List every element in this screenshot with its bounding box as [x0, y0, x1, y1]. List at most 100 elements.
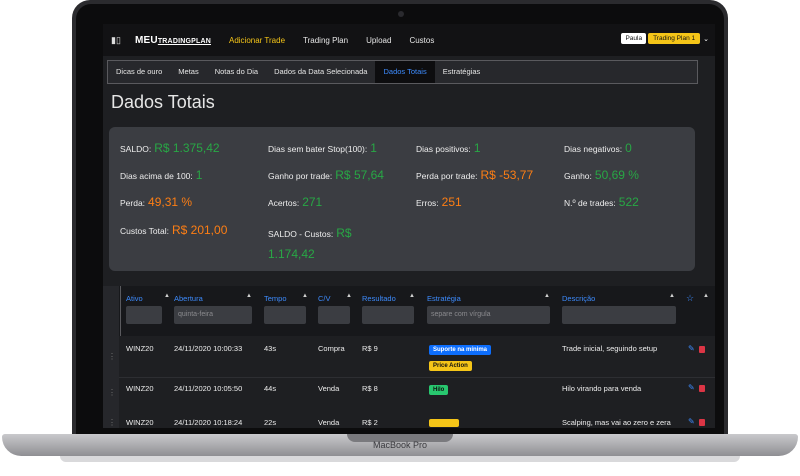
- col-tempo[interactable]: Tempo: [264, 294, 287, 303]
- nav-trading-plan[interactable]: Trading Plan: [303, 35, 349, 45]
- stat-erros: Erros: 251: [416, 195, 462, 209]
- nav-custos[interactable]: Custos: [409, 35, 435, 45]
- tab-dados-totais[interactable]: Dados Totais: [375, 61, 435, 83]
- cell-abertura: 24/11/2020 10:05:50: [174, 384, 243, 393]
- drag-handle-icon[interactable]: ⋮: [108, 352, 116, 361]
- camera-icon: [398, 11, 404, 17]
- tab-metas[interactable]: Metas: [178, 67, 199, 76]
- brand-logo[interactable]: MEUTRADINGPLAN: [135, 34, 211, 46]
- col-resultado[interactable]: Resultado: [362, 294, 396, 303]
- sort-icon[interactable]: ▲: [246, 293, 252, 299]
- nav-adicionar-trade[interactable]: Adicionar Trade: [228, 35, 286, 45]
- stats-panel: SALDO: R$ 1.375,42 Dias sem bater Stop(10…: [109, 127, 695, 271]
- screen: ▮▯ MEUTRADINGPLAN Adicionar Trade Tradin…: [103, 24, 715, 428]
- sort-icon[interactable]: ▲: [164, 293, 170, 299]
- base-notch: [347, 434, 453, 442]
- trash-icon[interactable]: [699, 346, 705, 353]
- stat-saldo: SALDO: R$ 1.375,42: [120, 141, 220, 155]
- row-gutter: [103, 286, 119, 428]
- edit-icon[interactable]: ✎: [688, 417, 695, 426]
- table-row[interactable]: ⋮ WINZ20 24/11/2020 10:00:33 43s Compra …: [103, 336, 715, 376]
- trades-table: Ativo ▲ Abertura ▲ Tempo ▲ C/V ▲ Resulta…: [103, 286, 715, 428]
- cell-abertura: 24/11/2020 10:00:33: [174, 344, 243, 353]
- cell-resultado: R$ 2: [362, 418, 378, 427]
- cell-resultado: R$ 8: [362, 384, 378, 393]
- cell-ativo: WINZ20: [126, 418, 154, 427]
- col-descricao[interactable]: Descrição: [562, 294, 596, 303]
- table-row[interactable]: ⋮ WINZ20 24/11/2020 10:18:24 22s Venda R…: [103, 416, 715, 428]
- page-title: Dados Totais: [111, 92, 215, 112]
- tab-dicas-de-ouro[interactable]: Dicas de ouro: [116, 67, 163, 76]
- device-label: MacBook Pro: [372, 440, 428, 450]
- stat-perda-por-trade: Perda por trade: R$ -53,77: [416, 168, 534, 182]
- header-divider: [120, 286, 121, 336]
- stat-num-trades: N.º de trades: 522: [564, 195, 639, 209]
- navbar: ▮▯ MEUTRADINGPLAN Adicionar Trade Tradin…: [103, 24, 715, 56]
- trash-icon[interactable]: [699, 385, 705, 392]
- edit-icon[interactable]: ✎: [688, 344, 695, 353]
- strategy-badge: Suporte na mínima: [429, 345, 492, 355]
- filter-resultado[interactable]: [362, 306, 414, 324]
- tab-notas-do-dia[interactable]: Notas do Dia: [214, 67, 259, 76]
- cell-cv: Venda: [318, 384, 340, 393]
- stat-dias-acima: Dias acima de 100: 1: [120, 168, 203, 182]
- cell-descricao: Hilo virando para venda: [562, 384, 642, 393]
- strategy-badge: Hilo: [429, 385, 449, 395]
- edit-icon[interactable]: ✎: [688, 383, 695, 392]
- row-divider: [119, 377, 715, 378]
- laptop-lid: ▮▯ MEUTRADINGPLAN Adicionar Trade Tradin…: [72, 0, 728, 444]
- filter-ativo[interactable]: [126, 306, 162, 324]
- cell-ativo: WINZ20: [126, 344, 154, 353]
- cell-tempo: 43s: [264, 344, 277, 353]
- sort-icon[interactable]: ▲: [544, 293, 550, 299]
- drag-handle-icon[interactable]: ⋮: [108, 388, 116, 397]
- tab-dados-data-selecionada[interactable]: Dados da Data Selecionada: [274, 67, 368, 76]
- tab-bar: Dicas de ouro Metas Notas do Dia Dados d…: [107, 60, 698, 84]
- sort-icon[interactable]: ▲: [409, 293, 415, 299]
- drag-handle-icon[interactable]: ⋮: [108, 418, 116, 427]
- stat-dias-positivos: Dias positivos: 1: [416, 141, 481, 155]
- plan-badge[interactable]: Trading Plan 1: [648, 33, 701, 44]
- strategy-badge: [429, 419, 459, 427]
- star-icon[interactable]: ☆: [686, 293, 695, 303]
- base-shadow: [60, 456, 740, 462]
- table-row[interactable]: ⋮ WINZ20 24/11/2020 10:05:50 44s Venda R…: [103, 378, 715, 410]
- sort-icon[interactable]: ▲: [669, 293, 675, 299]
- laptop-base: MacBook Pro: [0, 430, 800, 476]
- stat-acertos: Acertos: 271: [268, 195, 323, 209]
- base-top: [2, 434, 798, 456]
- stat-saldo-custos: SALDO - Custos: R$ 1.174,42: [268, 226, 352, 261]
- sort-icon[interactable]: ▲: [346, 293, 352, 299]
- stat-ganho-por-trade: Ganho por trade: R$ 57,64: [268, 168, 384, 182]
- filter-estrategia[interactable]: separe com vírgula: [427, 306, 550, 324]
- cell-tempo: 44s: [264, 384, 277, 393]
- user-badge[interactable]: Paula: [621, 33, 647, 44]
- col-abertura[interactable]: Abertura: [174, 294, 203, 303]
- cell-cv: Compra: [318, 344, 345, 353]
- stat-ganho: Ganho: 50,69 %: [564, 168, 639, 182]
- account-menu[interactable]: Paula Trading Plan 1 ⌄: [621, 33, 709, 44]
- stat-perda: Perda: 49,31 %: [120, 195, 193, 209]
- chevron-down-icon[interactable]: ⌄: [703, 35, 709, 43]
- cell-resultado: R$ 9: [362, 344, 378, 353]
- col-cv[interactable]: C/V: [318, 294, 331, 303]
- stat-dias-negativos: Dias negativos: 0: [564, 141, 632, 155]
- cell-descricao: Scalping, mas vai ao zero e zera: [562, 418, 671, 427]
- sidebar-toggle-icon[interactable]: ▮▯: [111, 35, 121, 45]
- sort-icon[interactable]: ▲: [302, 293, 308, 299]
- col-ativo[interactable]: Ativo: [126, 294, 143, 303]
- cell-tempo: 22s: [264, 418, 277, 427]
- stat-dias-sem-stop: Dias sem bater Stop(100): 1: [268, 141, 377, 155]
- cell-descricao: Trade inicial, seguindo setup: [562, 344, 658, 353]
- filter-cv[interactable]: [318, 306, 350, 324]
- cell-abertura: 24/11/2020 10:18:24: [174, 418, 243, 427]
- tab-estrategias[interactable]: Estratégias: [442, 67, 481, 76]
- sort-icon[interactable]: ▲: [703, 293, 709, 299]
- cell-cv: Venda: [318, 418, 340, 427]
- col-estrategia[interactable]: Estratégia: [427, 294, 461, 303]
- filter-abertura[interactable]: quinta-feira: [174, 306, 252, 324]
- filter-tempo[interactable]: [264, 306, 306, 324]
- nav-upload[interactable]: Upload: [366, 35, 392, 45]
- trash-icon[interactable]: [699, 419, 705, 426]
- filter-descricao[interactable]: [562, 306, 676, 324]
